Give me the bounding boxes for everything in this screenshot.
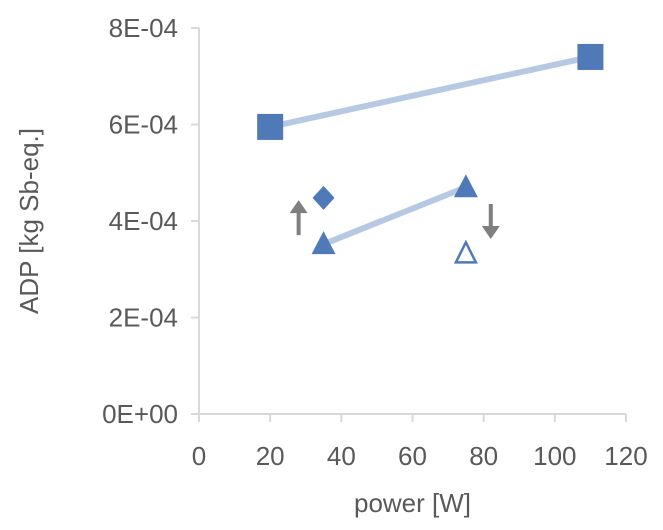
x-tick-label: 20 <box>256 441 285 471</box>
triangle-marker <box>311 231 336 255</box>
x-tick-labels: 0 20 40 60 80 100 120 <box>192 441 648 471</box>
arrow-up-icon <box>289 200 308 236</box>
y-tick-label: 8E-04 <box>109 13 178 43</box>
square-marker <box>577 43 604 70</box>
x-tick-label: 60 <box>398 441 427 471</box>
series-lines <box>269 54 592 247</box>
annotations <box>289 200 500 239</box>
y-tick-label: 2E-04 <box>109 303 178 333</box>
axes <box>191 27 627 422</box>
x-tick-label: 100 <box>533 441 576 471</box>
arrow-down-icon <box>481 203 500 239</box>
y-tick-label: 6E-04 <box>109 110 178 140</box>
x-tick-label: 0 <box>192 441 206 471</box>
series-markers <box>257 43 604 264</box>
series-line <box>322 184 467 247</box>
x-axis-title: power [W] <box>354 488 471 518</box>
triangle-marker <box>453 174 478 198</box>
series-line <box>269 54 592 130</box>
x-tick-label: 120 <box>604 441 647 471</box>
square-marker <box>257 113 284 140</box>
y-tick-labels: 0E+00 2E-04 4E-04 6E-04 8E-04 <box>102 13 178 429</box>
x-tick-label: 80 <box>469 441 498 471</box>
y-axis-title: ADP [kg Sb-eq.] <box>14 128 44 314</box>
y-tick-label: 4E-04 <box>109 206 178 236</box>
open-triangle-marker <box>453 239 478 264</box>
x-tick-label: 40 <box>327 441 356 471</box>
diamond-marker <box>312 185 335 210</box>
y-tick-label: 0E+00 <box>102 399 178 429</box>
